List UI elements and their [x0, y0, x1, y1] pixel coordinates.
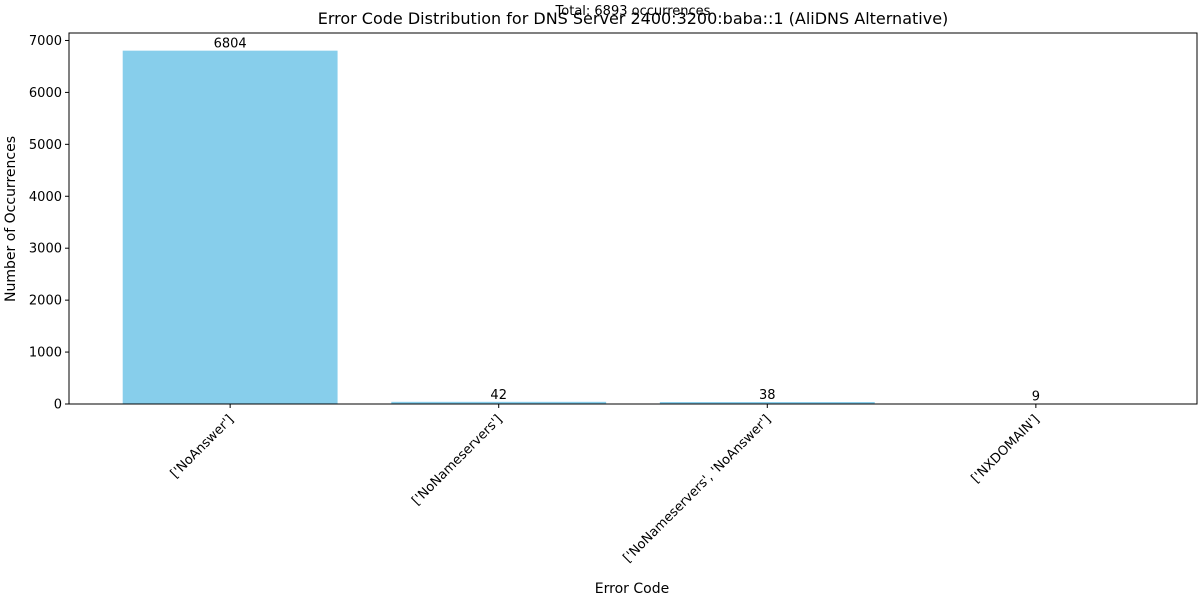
y-tick-label: 4000	[29, 190, 62, 205]
y-tick-label: 0	[54, 398, 62, 413]
data-label: 38	[759, 388, 776, 403]
y-tick-label: 5000	[29, 138, 62, 153]
chart-subtitle: Total: 6893 occurrences	[555, 4, 711, 19]
data-label: 9	[1032, 390, 1040, 405]
x-axis-label: Error Code	[595, 581, 669, 597]
data-label: 42	[490, 388, 507, 403]
y-tick-label: 1000	[29, 346, 62, 361]
data-label: 6804	[214, 37, 247, 52]
y-tick-label: 6000	[29, 86, 62, 101]
y-axis-label: Number of Occurrences	[3, 136, 19, 302]
y-tick-label: 3000	[29, 242, 62, 257]
bar	[123, 51, 338, 404]
y-tick-label: 7000	[29, 34, 62, 49]
y-tick-label: 2000	[29, 294, 62, 309]
